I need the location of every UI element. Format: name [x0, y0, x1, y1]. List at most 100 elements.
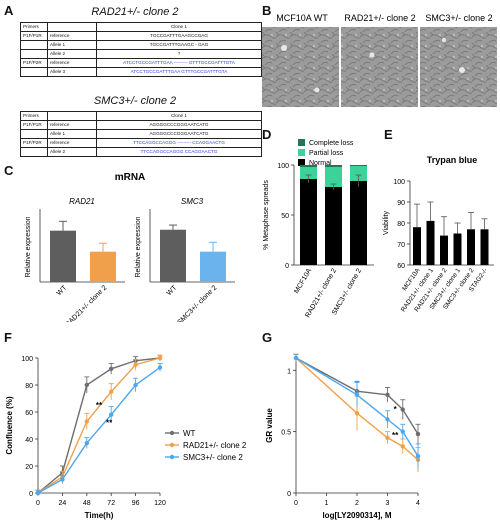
panel-label-a: A — [4, 3, 14, 18]
legend-swatch — [298, 149, 305, 156]
data-point — [385, 417, 390, 422]
y-tick-label: 80 — [25, 383, 33, 390]
table-cell-primer — [20, 40, 48, 50]
legend-label: Partial loss — [309, 150, 344, 157]
significance-marker: ** — [392, 431, 399, 440]
panel-b-micrographs: MCF10A WT RAD21+/- clone 2 SMC3+/- clone… — [262, 13, 497, 107]
panel-label-e: E — [384, 127, 393, 142]
y-tick-label: 20 — [25, 464, 33, 471]
table-cell-seq: ATCCTGCCGATTTGAA --------- GTTTGCCGATTTG… — [96, 58, 262, 68]
panel-label-c: C — [4, 163, 14, 178]
x-tick-label: MCF10A — [293, 267, 313, 295]
data-point — [415, 453, 421, 459]
y-tick-label: 90 — [397, 200, 405, 207]
table-header-row: Primers Clone 1 — [20, 111, 262, 121]
bar — [160, 229, 186, 282]
table-header-cell: Clone 1 — [96, 111, 262, 121]
stacked-bar-segment — [300, 167, 317, 179]
table2-title: SMC3+/- clone 2 — [93, 95, 177, 107]
data-point — [84, 440, 90, 446]
bright-cell — [442, 38, 446, 42]
micrograph-smc3 — [420, 27, 497, 107]
x-axis-label: log[LY2090314], M — [322, 511, 391, 520]
series-line — [37, 366, 161, 494]
micrograph-label-1: MCF10A WT — [276, 13, 328, 23]
data-point — [354, 411, 360, 416]
data-point — [354, 392, 360, 398]
x-tick-label: 120 — [154, 500, 166, 507]
table-header-cell: Primers — [20, 22, 48, 32]
stacked-bar-segment — [300, 165, 317, 167]
y-tick-label: 0 — [287, 491, 291, 498]
bar — [467, 229, 475, 265]
x-tick-label: 0 — [36, 500, 40, 507]
bright-cell — [281, 45, 287, 51]
legend-label: SMC3+/- clone 2 — [183, 453, 243, 462]
table-row: Allele 2 TTCCAGGCCAGGG CCAGGAACTG — [20, 147, 262, 157]
legend-label: Normal — [309, 160, 332, 167]
data-point — [400, 429, 405, 434]
table-cell-primer — [20, 49, 48, 59]
panel-e-viability-chart: Trypan blue60708090100ViabilityMCF10ARAD… — [383, 155, 494, 313]
table-cell-allele: Allele 2 — [47, 147, 97, 157]
x-tick-label: 48 — [83, 500, 91, 507]
data-point — [84, 382, 90, 388]
data-point — [109, 366, 114, 371]
data-point — [157, 365, 163, 370]
table-header-cell — [47, 111, 97, 121]
legend-swatch — [298, 159, 305, 166]
data-point — [385, 435, 390, 440]
y-axis-label: Viability — [383, 211, 390, 235]
table-row: Allele 3 ATCCTGCCGATTTGAA GTTTGCCGATTTGTA — [20, 67, 262, 77]
table-header-cell: Clone 1 — [96, 22, 262, 32]
table-cell-primer: P1F/P1R — [20, 120, 48, 130]
significance-marker: ** — [96, 401, 103, 410]
table-cell-primer — [20, 67, 48, 77]
micrograph-rad21 — [341, 27, 418, 107]
y-tick-label: 100 — [277, 163, 289, 170]
table1-title: RAD21+/- clone 2 — [91, 6, 179, 18]
stacked-bar-segment — [350, 181, 367, 265]
table-cell-allele: Allele 3 — [47, 67, 97, 77]
x-tick-label: 3 — [386, 500, 390, 507]
table-header-cell — [47, 22, 97, 32]
table-row: Allele 1 TGCCGATTTGAAGC - GAG — [20, 40, 262, 50]
chart-title: RAD21 — [69, 197, 95, 206]
table-cell-seq: AGGGGCCCGGGAATCATG — [96, 129, 262, 139]
bright-cell — [314, 87, 320, 93]
y-tick-label: 100 — [21, 356, 33, 363]
x-tick-label: WT — [56, 284, 69, 297]
stacked-bar-segment — [300, 179, 317, 265]
table-cell-seq: ? — [96, 49, 262, 59]
table-cell-allele: reference — [47, 58, 97, 68]
stacked-bar-segment — [325, 167, 342, 187]
y-tick-label: 40 — [25, 437, 33, 444]
table-row: P1F/P1R reference TGCCGATTTGAAGCCGAG — [20, 31, 262, 41]
table-cell-allele: reference — [47, 31, 97, 41]
data-point — [133, 362, 138, 367]
bar — [50, 230, 76, 282]
y-axis-label: GR value — [265, 408, 274, 443]
table-cell-seq: TTCCAGGCCAGGG CCAGGAACTG — [96, 147, 262, 157]
series-line — [37, 357, 161, 494]
stacked-bar-segment — [350, 165, 367, 166]
table-cell-allele: reference — [47, 120, 97, 130]
table-cell-seq: ATCCTGCCGATTTGAA GTTTGCCGATTTGTA — [96, 67, 262, 77]
panel-label-f: F — [4, 330, 12, 345]
data-point — [109, 389, 114, 394]
table-cell-seq: TGCCGATTTGAAGCCGAG — [96, 31, 262, 41]
legend-label: WT — [183, 429, 196, 438]
x-tick-label: 0 — [294, 500, 298, 507]
y-tick-label: 100 — [393, 179, 405, 186]
table-cell-primer: P1F/P2R — [20, 58, 48, 68]
y-tick-label: 0 — [285, 263, 289, 270]
micrograph-label-3: SMC3+/- clone 2 — [425, 13, 492, 23]
x-tick-label: RAD21+/- clone 2 — [64, 284, 108, 322]
data-point — [157, 355, 163, 361]
table-cell-primer: P1F/P1R — [20, 31, 48, 41]
table-cell-primer — [20, 147, 48, 157]
bar — [90, 251, 116, 282]
bar — [413, 227, 421, 265]
data-point — [415, 431, 421, 437]
